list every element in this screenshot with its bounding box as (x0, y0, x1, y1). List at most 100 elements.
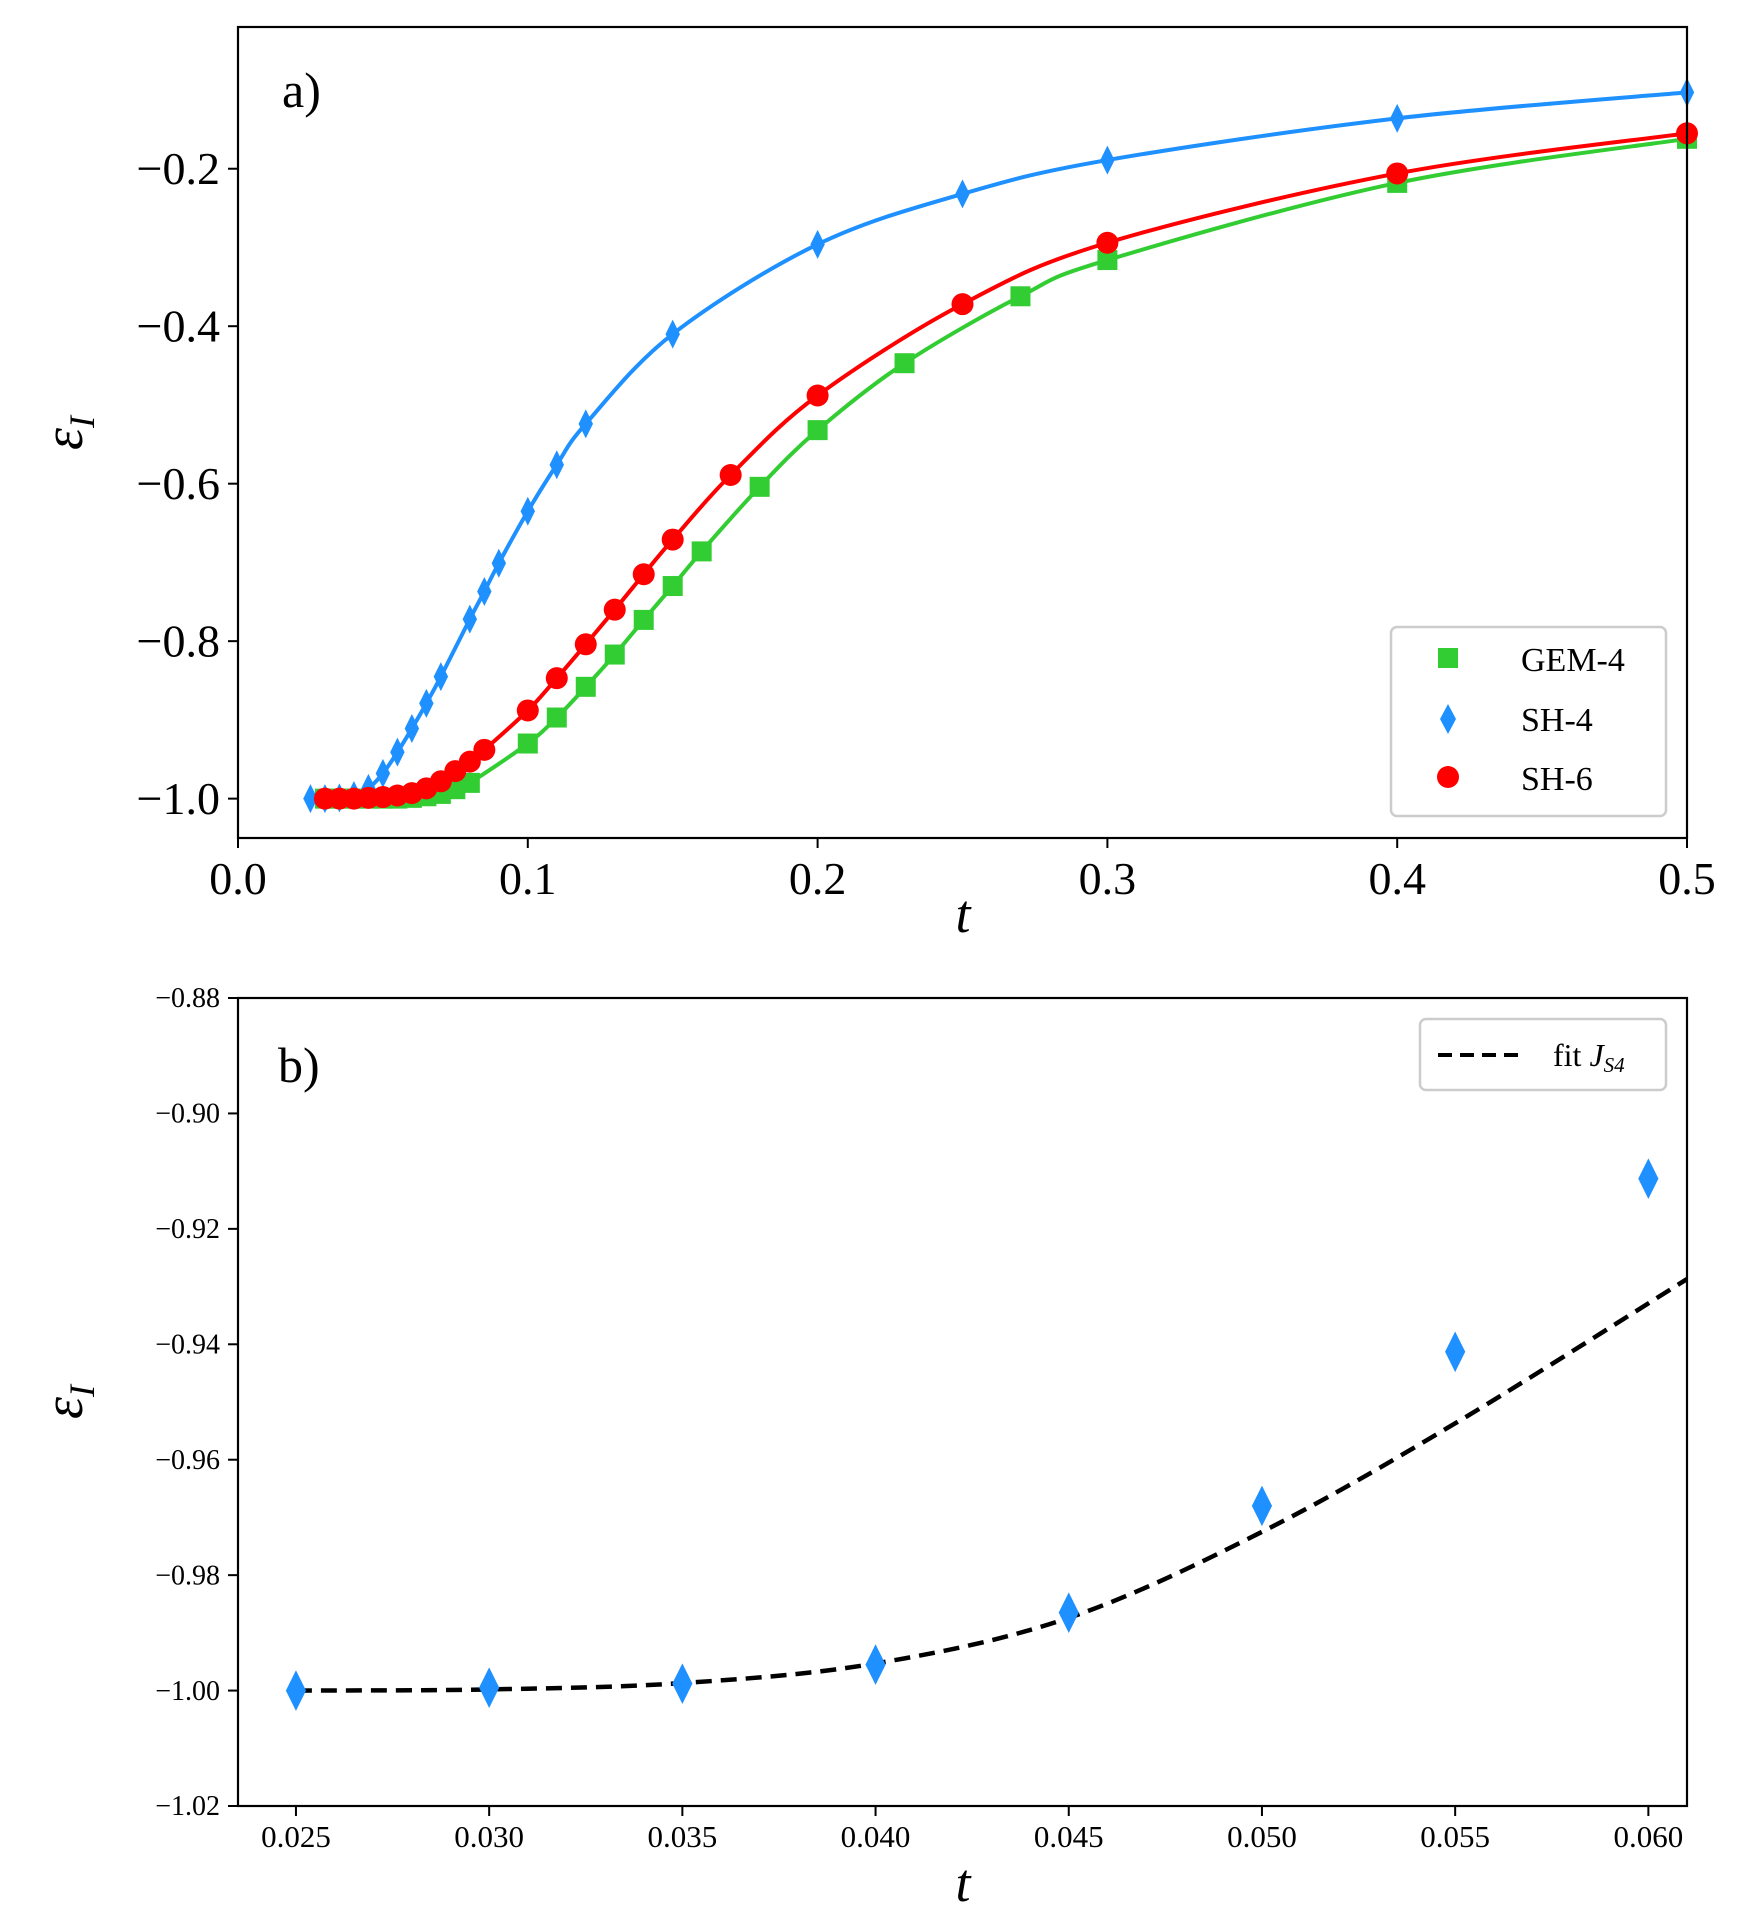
panel-a-label: a) (282, 62, 321, 118)
y-tick-label: −0.6 (137, 458, 220, 509)
x-tick-label: 0.4 (1368, 853, 1426, 904)
fit-js4-line (295, 1277, 1689, 1693)
sh-4-point-6 (1445, 1331, 1466, 1373)
panel-a-x-ticks: 0.0 0.1 0.2 0.3 0.4 0.5 (209, 838, 1716, 904)
y-tick-label: −0.90 (155, 1099, 220, 1130)
sh-4-point-15 (578, 409, 593, 439)
sh-4-point-16 (665, 319, 680, 349)
sh-4-point-13 (520, 496, 535, 526)
gem-4-point-21 (1010, 286, 1031, 307)
sh-6-point-18 (719, 464, 742, 487)
x-tick-label: 0.040 (841, 1819, 911, 1854)
gem-4-point-12 (546, 707, 567, 728)
legend-label-gem-4: GEM-4 (1521, 642, 1625, 679)
x-tick-label: 0.035 (647, 1819, 717, 1854)
legend-marker-gem-4 (1438, 648, 1458, 668)
x-tick-label: 0.055 (1420, 1819, 1490, 1854)
y-tick-label: −0.92 (155, 1214, 220, 1245)
sh-4-point-9 (433, 662, 449, 692)
gem-4-point-18 (749, 476, 770, 497)
y-tick-label: −1.02 (155, 1791, 220, 1822)
sh-6-point-12 (516, 699, 539, 722)
sh-4-point-5 (1251, 1485, 1273, 1527)
sh-6-point-20 (951, 293, 974, 316)
x-tick-label: 0.060 (1613, 1819, 1683, 1854)
sh-4-point-17 (810, 229, 825, 259)
gem-4-point-20 (894, 353, 915, 374)
sh-6-point-14 (574, 633, 597, 656)
sh-6-point-21 (1096, 231, 1119, 254)
sh-6-point-11 (473, 738, 496, 761)
sh-4-point-4 (1058, 1592, 1079, 1633)
sh-6-point-13 (545, 667, 568, 690)
panel-b-frame (236, 996, 1689, 1808)
panel-b-x-axis-label: t (955, 1853, 972, 1913)
panel-b-y-axis-label: εI (33, 1383, 102, 1419)
panel-a-legend: GEM-4 SH-4 SH-6 (1389, 625, 1668, 818)
x-tick-label: 0.030 (454, 1819, 524, 1854)
y-tick-label: −0.98 (155, 1560, 220, 1591)
sh-6-point-17 (661, 528, 684, 551)
panel-b-label: b) (278, 1037, 320, 1093)
panel-a-frame (236, 25, 1689, 840)
sh-4-point-5 (375, 758, 391, 788)
sh-4-point-0 (285, 1670, 307, 1711)
x-tick-label: 0.1 (499, 853, 557, 904)
gem-4-point-22 (1097, 250, 1118, 271)
sh-4-point-10 (462, 604, 478, 634)
sh-6-point-16 (632, 563, 655, 586)
panel-b-markers (285, 1158, 1659, 1711)
sh-4-point-11 (477, 577, 492, 607)
gem-4-point-11 (517, 733, 538, 754)
sh-6-point-19 (806, 384, 829, 407)
sh-6-point-15 (603, 598, 626, 621)
panel-a-y-ticks: −1.0 −0.8 −0.6 −0.4 −0.2 (137, 143, 238, 824)
x-tick-label: 0.5 (1658, 853, 1716, 904)
y-tick-label: −0.4 (137, 300, 220, 351)
legend-marker-sh-6 (1437, 766, 1459, 788)
gem-4-point-16 (662, 576, 683, 597)
panel-b-y-axis-symbol: ε (33, 1396, 95, 1419)
gem-4-point-13 (575, 676, 596, 697)
gem-4-point-14 (604, 644, 625, 665)
panel-a-y-axis-label: εI (33, 414, 102, 450)
panel-a-legend-box (1389, 625, 1668, 818)
x-tick-label: 0.2 (789, 853, 847, 904)
panel-b-legend: fit JS4 (1418, 1017, 1668, 1092)
x-tick-label: 0.0 (209, 853, 267, 904)
x-tick-label: 0.3 (1079, 853, 1137, 904)
sh-6-point-22 (1386, 162, 1409, 185)
legend-label-fit: fit JS4 (1553, 1037, 1625, 1077)
x-tick-label: 0.050 (1227, 1819, 1297, 1854)
sh-4-point-19 (1100, 145, 1115, 175)
x-tick-label: 0.045 (1034, 1819, 1104, 1854)
legend-label-fit-prefix: fit (1553, 1037, 1589, 1073)
panel-b-y-axis-subscript: I (62, 1383, 102, 1398)
legend-marker-sh-4 (1440, 704, 1456, 734)
x-tick-label: 0.025 (261, 1819, 331, 1854)
gem-4-point-10 (459, 772, 480, 793)
panel-a-y-axis-subscript: I (62, 414, 102, 429)
legend-label-sh-6: SH-6 (1521, 761, 1593, 798)
legend-label-sh-4: SH-4 (1521, 702, 1593, 739)
panel-a-x-axis-label: t (955, 884, 972, 944)
sh-4-point-7 (1638, 1158, 1659, 1199)
legend-label-fit-symbol: J (1589, 1037, 1605, 1073)
sh-4-point-1 (479, 1667, 500, 1708)
sh-4-point-18 (955, 179, 970, 209)
panel-b-legend-box (1418, 1017, 1668, 1092)
y-tick-label: −1.0 (137, 773, 220, 824)
y-tick-label: −0.94 (155, 1330, 220, 1361)
panel-b-x-ticks: 0.025 0.030 0.035 0.040 0.045 0.050 0.055 0.060 (261, 1806, 1683, 1854)
panel-a: 0.0 0.1 0.2 0.3 0.4 0.5 −1.0−0.8−0.6−0.4−0.2 … (33, 25, 1716, 944)
y-tick-label: −0.2 (137, 143, 220, 194)
gem-4-point-17 (691, 541, 712, 562)
sh-4-point-12 (491, 548, 507, 578)
panel-b-fit-line (295, 1277, 1689, 1693)
sh-4-point-2 (672, 1663, 693, 1704)
sh-4-point-14 (549, 450, 564, 480)
sh-4-point-0 (303, 784, 318, 814)
panel-b: 0.025 0.030 0.035 0.040 0.045 0.050 0.055 0.060… (33, 983, 1689, 1913)
sh-4-point-20 (1390, 103, 1405, 133)
